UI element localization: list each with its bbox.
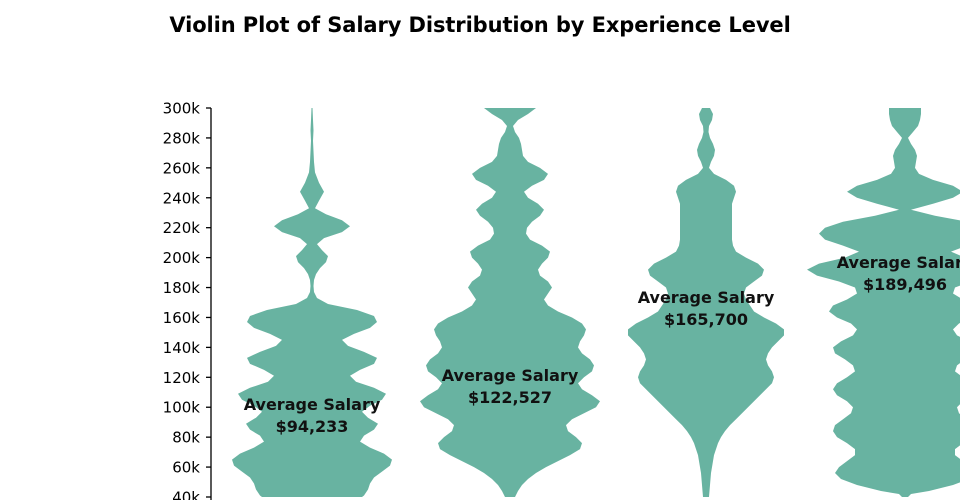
annotation-value: $165,700: [664, 310, 748, 329]
page-title: Violin Plot of Salary Distribution by Ex…: [169, 13, 791, 37]
violins-layer: [232, 108, 960, 497]
annotations-layer: Average Salary $94,233 Average Salary $122,…: [244, 253, 960, 436]
annotation-label: Average Salary: [638, 288, 775, 307]
violin-annotation: Average Salary $165,700: [638, 288, 775, 329]
y-axis-tick-label: 60k: [172, 459, 200, 477]
annotation-value: $94,233: [276, 417, 349, 436]
y-axis-tick-label: 140k: [163, 339, 201, 357]
y-axis-tick-label: 100k: [163, 399, 201, 417]
violin-body[interactable]: [232, 108, 392, 497]
violin-body[interactable]: [420, 108, 600, 497]
violin-body[interactable]: [628, 108, 784, 497]
violin-annotation: Average Salary $94,233: [244, 395, 381, 436]
y-axis-tick-label: 80k: [172, 429, 200, 447]
violin-annotation: Average Salary $189,496: [837, 253, 960, 294]
annotation-value: $189,496: [863, 275, 947, 294]
y-axis-tick-label: 260k: [163, 159, 201, 177]
y-axis-tick-label: 40k: [172, 489, 200, 500]
annotation-value: $122,527: [468, 388, 552, 407]
y-axis-tick-label: 120k: [163, 369, 201, 387]
y-axis-tick-label: 180k: [163, 279, 201, 297]
y-axis-tick-label: 220k: [163, 219, 201, 237]
annotation-label: Average Salary: [244, 395, 381, 414]
violin-annotation: Average Salary $122,527: [442, 366, 579, 407]
annotation-label: Average Salary: [837, 253, 960, 272]
y-axis-tick-label: 300k: [163, 100, 201, 118]
annotation-label: Average Salary: [442, 366, 579, 385]
violin-body[interactable]: [807, 108, 960, 497]
y-axis: 300k 280k 260k 240k 220k 200k 180k 160k 140k 120k…: [163, 100, 212, 500]
y-axis-tick-label: 200k: [163, 249, 201, 267]
y-axis-tick-label: 280k: [163, 129, 201, 147]
y-axis-tick-label: 240k: [163, 189, 201, 207]
y-axis-tick-label: 160k: [163, 309, 201, 327]
